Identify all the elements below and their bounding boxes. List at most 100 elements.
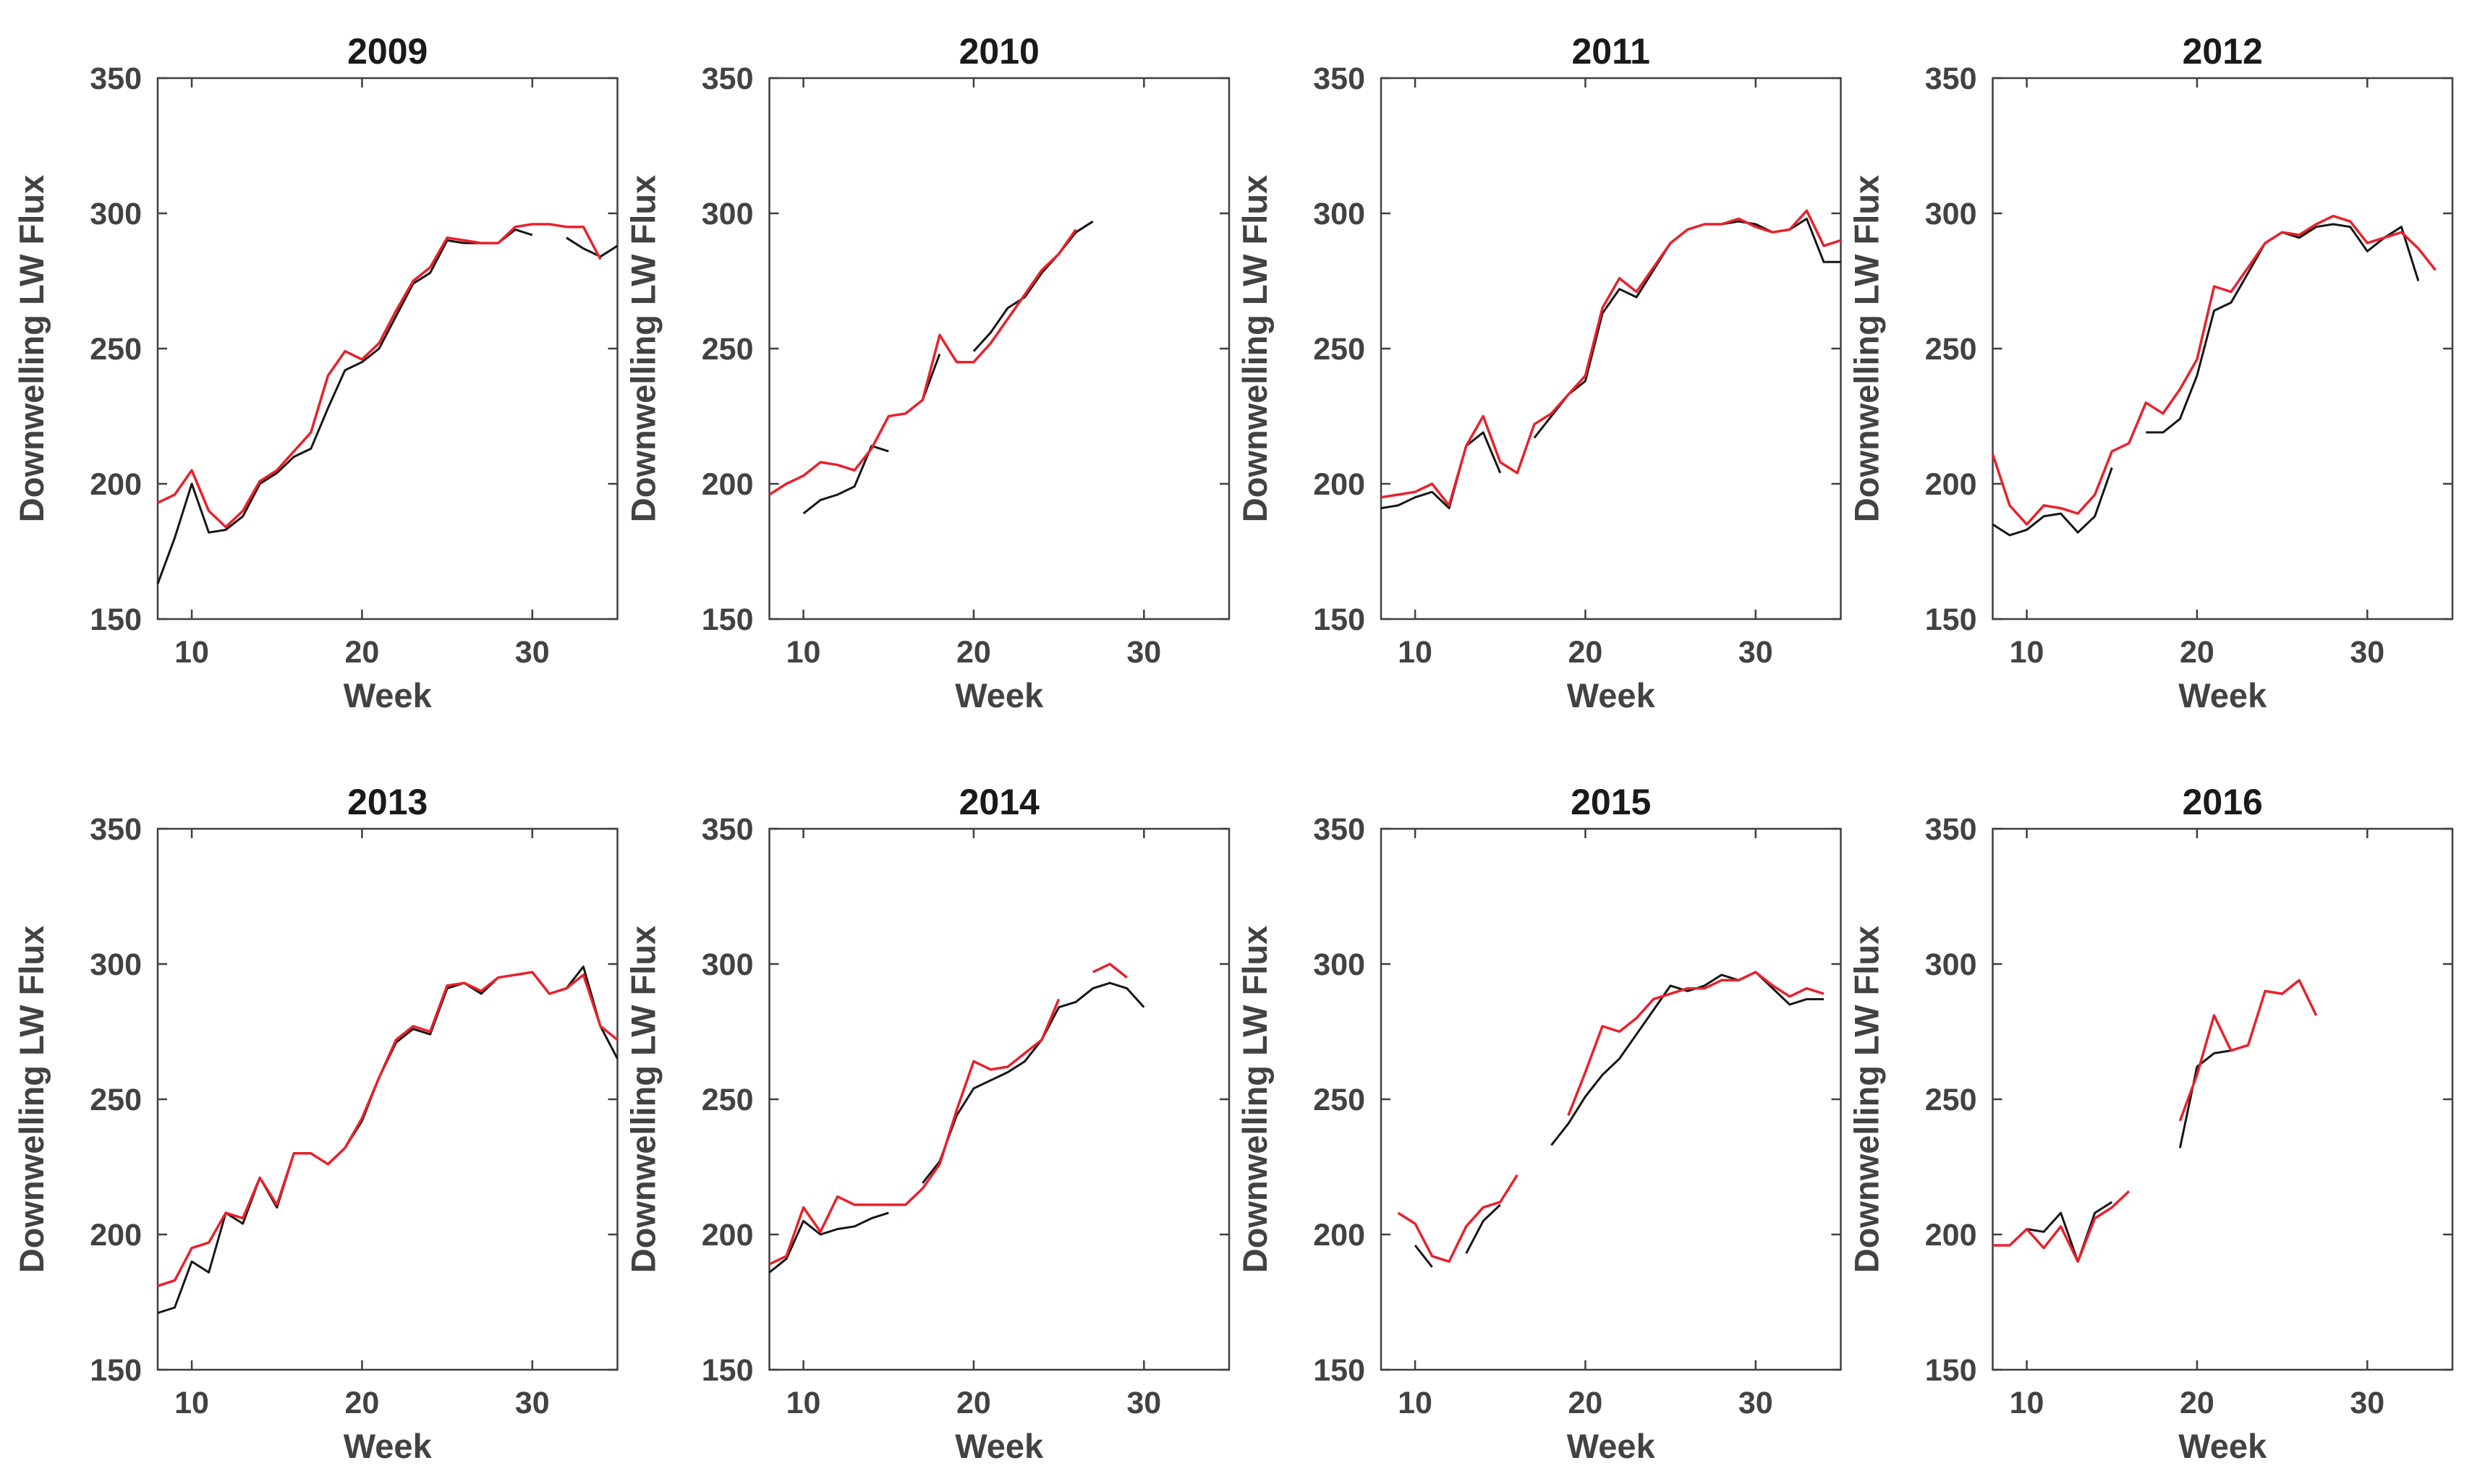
x-tick-label: 30 bbox=[1126, 1386, 1161, 1420]
y-axis-label: Downwelling LW Flux bbox=[624, 926, 663, 1273]
subplot-2012: 10 20 30 150 200 250 300 350 Week Downwelling LW … bbox=[1848, 31, 2454, 715]
plot-box bbox=[1380, 827, 1842, 1371]
x-tick-label: 10 bbox=[1398, 635, 1432, 670]
y-tick-label: 200 bbox=[1313, 467, 1365, 502]
y-tick-label: 250 bbox=[702, 332, 754, 367]
y-tick-label: 150 bbox=[90, 602, 142, 637]
subplot-title: 2014 bbox=[959, 782, 1040, 822]
x-tick-label: 20 bbox=[956, 635, 991, 670]
x-tick-label: 10 bbox=[174, 635, 209, 670]
x-tick-label: 20 bbox=[345, 635, 380, 670]
subplot-2010: 10 20 30 150 200 250 300 350 Week Downwelling LW … bbox=[624, 31, 1231, 715]
series-red-2014 bbox=[768, 963, 1128, 1266]
y-tick-label: 300 bbox=[1313, 197, 1365, 231]
y-tick-label: 350 bbox=[1925, 812, 1977, 847]
subplot-title: 2016 bbox=[2183, 782, 2263, 822]
series-red-2009 bbox=[157, 223, 602, 529]
x-axis-label: Week bbox=[1567, 676, 1656, 715]
series-red-2015 bbox=[1397, 971, 1825, 1263]
x-tick-label: 10 bbox=[2010, 635, 2044, 670]
y-tick-label: 150 bbox=[1925, 602, 1977, 637]
x-tick-label: 20 bbox=[956, 1386, 991, 1420]
y-axis-label: Downwelling LW Flux bbox=[1236, 926, 1274, 1273]
subplot-2016: 10 20 30 150 200 250 300 350 Week Downwelling LW … bbox=[1848, 782, 2454, 1465]
y-tick-label: 150 bbox=[1925, 1353, 1977, 1388]
series-black-2012 bbox=[1992, 223, 2420, 537]
y-tick-label: 200 bbox=[702, 467, 754, 502]
plot-box bbox=[156, 77, 619, 621]
x-tick-label: 10 bbox=[1398, 1386, 1432, 1420]
y-tick-label: 350 bbox=[1313, 812, 1365, 847]
plot-box bbox=[156, 827, 619, 1371]
x-tick-label: 30 bbox=[1126, 635, 1161, 670]
y-tick-label: 350 bbox=[1313, 61, 1365, 96]
subplot-2013: 10 20 30 150 200 250 300 350 Week Downwelling LW … bbox=[12, 782, 619, 1465]
x-axis-label: Week bbox=[2178, 1427, 2267, 1465]
tick-marks bbox=[1992, 827, 2452, 1371]
subplot-2014: 10 20 30 150 200 250 300 350 Week Downwelling LW … bbox=[624, 782, 1231, 1465]
series-black-2010 bbox=[802, 220, 1094, 515]
y-tick-label: 250 bbox=[1313, 1083, 1365, 1117]
x-tick-label: 20 bbox=[1568, 1386, 1603, 1420]
y-tick-label: 200 bbox=[90, 467, 142, 502]
x-axis-label: Week bbox=[344, 1427, 433, 1465]
x-tick-label: 10 bbox=[174, 1386, 209, 1420]
y-tick-label: 300 bbox=[1925, 197, 1977, 231]
series-red-2010 bbox=[768, 229, 1077, 496]
x-tick-label: 30 bbox=[2350, 635, 2384, 670]
y-tick-label: 350 bbox=[90, 812, 142, 847]
y-tick-label: 200 bbox=[702, 1218, 754, 1253]
series-black-2014 bbox=[768, 981, 1145, 1274]
tick-marks bbox=[1381, 77, 1841, 621]
y-tick-label: 300 bbox=[702, 947, 754, 982]
subplot-title: 2015 bbox=[1571, 782, 1651, 822]
x-axis-label: Week bbox=[955, 1427, 1044, 1465]
series-black-2015 bbox=[1414, 971, 1824, 1268]
subplot-title: 2011 bbox=[1572, 31, 1650, 72]
y-axis-label: Downwelling LW Flux bbox=[1848, 175, 1886, 522]
y-tick-label: 200 bbox=[1313, 1218, 1365, 1253]
y-tick-label: 300 bbox=[90, 947, 142, 982]
x-tick-label: 10 bbox=[786, 635, 821, 670]
y-tick-label: 250 bbox=[90, 1083, 142, 1117]
y-axis-label: Downwelling LW Flux bbox=[624, 175, 663, 522]
plot-box bbox=[1992, 77, 2454, 621]
series-red-2016 bbox=[1992, 978, 2318, 1263]
y-tick-label: 350 bbox=[702, 812, 754, 847]
x-axis-label: Week bbox=[1567, 1427, 1656, 1465]
plot-box bbox=[1992, 827, 2454, 1371]
y-tick-label: 200 bbox=[1925, 467, 1977, 502]
y-tick-label: 300 bbox=[90, 197, 142, 231]
y-axis-label: Downwelling LW Flux bbox=[1848, 926, 1886, 1273]
series-red-2012 bbox=[1991, 214, 2437, 526]
plot-box bbox=[1380, 77, 1842, 621]
x-tick-label: 30 bbox=[515, 1386, 550, 1420]
series-black-2009 bbox=[156, 228, 619, 584]
y-tick-label: 300 bbox=[1313, 947, 1365, 982]
tick-marks bbox=[769, 827, 1229, 1371]
y-tick-label: 250 bbox=[1925, 332, 1977, 367]
series-black-2013 bbox=[157, 965, 619, 1314]
y-tick-label: 350 bbox=[90, 61, 142, 96]
subplot-title: 2013 bbox=[347, 782, 428, 822]
x-axis-label: Week bbox=[344, 676, 433, 715]
subplot-2011: 10 20 30 150 200 250 300 350 Week Downwelling LW … bbox=[1236, 31, 1842, 715]
y-tick-label: 300 bbox=[1925, 947, 1977, 982]
tick-marks bbox=[158, 77, 618, 621]
tick-marks bbox=[769, 77, 1229, 621]
x-tick-label: 20 bbox=[1568, 635, 1603, 670]
tick-marks bbox=[1992, 77, 2452, 621]
y-tick-label: 300 bbox=[702, 197, 754, 231]
x-tick-label: 20 bbox=[2180, 635, 2214, 670]
plot-box bbox=[768, 77, 1231, 621]
x-axis-label: Week bbox=[2178, 676, 2267, 715]
series-red-2011 bbox=[1380, 209, 1842, 507]
subplot-2009: 10 20 30 150 200 250 300 350 Week Downwelling LW … bbox=[12, 31, 619, 715]
y-tick-label: 200 bbox=[90, 1218, 142, 1253]
x-tick-label: 30 bbox=[1738, 1386, 1773, 1420]
series-red-2013 bbox=[157, 971, 619, 1287]
y-tick-label: 150 bbox=[1313, 602, 1365, 637]
y-tick-label: 250 bbox=[702, 1083, 754, 1117]
